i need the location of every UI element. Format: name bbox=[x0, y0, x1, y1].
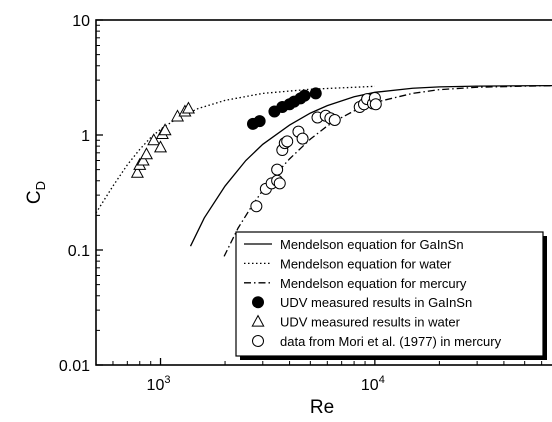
x-tick-label: 103 bbox=[147, 374, 171, 394]
data-point-udv-measured-results-in-gainsn-1 bbox=[253, 115, 266, 128]
x-tick-label: 104 bbox=[361, 374, 385, 394]
legend-label-udv-measured-results-in-gainsn: UDV measured results in GaInSn bbox=[280, 295, 472, 310]
legend-box bbox=[235, 231, 544, 357]
data-point-data-from-mori-et-al-1977-in-mercury-8 bbox=[281, 135, 294, 148]
legend-symbol-udv-measured-results-in-gainsn bbox=[252, 296, 264, 309]
data-point-udv-measured-results-in-water-0 bbox=[130, 165, 144, 178]
y-tick-label: 10 bbox=[72, 13, 90, 30]
data-point-data-from-mori-et-al-1977-in-mercury-14 bbox=[328, 114, 341, 127]
legend-label-mendelson-equation-for-gainsn: Mendelson equation for GaInSn bbox=[280, 237, 464, 252]
legend-label-mendelson-equation-for-mercury: Mendelson equation for mercury bbox=[280, 276, 467, 291]
legend-symbol-udv-measured-results-in-water bbox=[251, 314, 265, 327]
data-point-data-from-mori-et-al-1977-in-mercury-20 bbox=[369, 98, 382, 111]
legend-label-udv-measured-results-in-water: UDV measured results in water bbox=[280, 315, 461, 330]
series-line-mendelson-equation-for-water bbox=[96, 85, 375, 214]
y-tick-label: 0.01 bbox=[59, 358, 90, 375]
y-tick-label: 1 bbox=[81, 128, 90, 145]
series-line-mendelson-equation-for-gainsn bbox=[189, 84, 552, 247]
data-point-data-from-mori-et-al-1977-in-mercury-5 bbox=[273, 177, 286, 190]
x-axis-label: Re bbox=[310, 397, 334, 418]
data-point-udv-measured-results-in-gainsn-7 bbox=[298, 89, 311, 102]
data-point-data-from-mori-et-al-1977-in-mercury-10 bbox=[296, 132, 309, 145]
data-point-udv-measured-results-in-water-2 bbox=[136, 153, 150, 166]
data-point-udv-measured-results-in-water-10 bbox=[181, 101, 195, 114]
data-point-udv-measured-results-in-water-3 bbox=[139, 147, 154, 160]
data-point-data-from-mori-et-al-1977-in-mercury-4 bbox=[271, 163, 284, 176]
plot-frame bbox=[95, 19, 552, 366]
legend-label-mendelson-equation-for-water: Mendelson equation for water bbox=[280, 256, 452, 271]
data-point-data-from-mori-et-al-1977-in-mercury-0 bbox=[250, 200, 263, 213]
series-layer bbox=[96, 84, 552, 257]
y-axis-label: CD bbox=[24, 181, 48, 204]
legend: Mendelson equation for GaInSn Mendelson e… bbox=[235, 231, 547, 360]
y-tick-label: 0.1 bbox=[68, 243, 90, 260]
legend-symbol-data-from-mori-et-al-1977-in-mercury bbox=[252, 335, 264, 347]
data-point-udv-measured-results-in-water-5 bbox=[153, 140, 168, 153]
legend-label-data-from-mori-et-al-1977-in-mercury: data from Mori et al. (1977) in mercury bbox=[280, 334, 502, 349]
data-point-udv-measured-results-in-gainsn-8 bbox=[309, 87, 322, 100]
data-point-udv-measured-results-in-water-4 bbox=[147, 133, 161, 146]
data-point-udv-measured-results-in-water-7 bbox=[158, 123, 172, 136]
axes-layer: 0.01 0.1 1 10 103 104 Re CD bbox=[24, 13, 552, 418]
